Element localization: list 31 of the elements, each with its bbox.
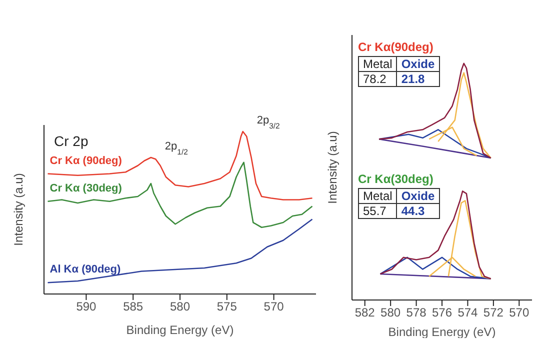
annotation: Oxide: [396, 56, 440, 72]
annotation: 2p$_{1/2}$: [164, 140, 188, 156]
annotation: 21.8: [396, 72, 440, 86]
x-tick-label: 580: [170, 300, 190, 314]
annotation: Metal: [358, 56, 397, 72]
x-axis-title: Binding Energy (eV): [126, 323, 234, 337]
annotation: 78.2: [358, 72, 397, 86]
y-axis-title: Intensity (a.u): [11, 173, 26, 246]
series-label: Al Kα (90deg): [50, 264, 122, 276]
x-tick-label: 570: [509, 306, 530, 320]
series-label: Cr Kα (90deg): [50, 154, 122, 167]
annotation: 2p$_{3/2}$: [256, 114, 280, 130]
series-label: Cr Kα (30deg): [50, 182, 122, 194]
x-tick-label: 585: [123, 300, 144, 314]
x-tick-label: 576: [432, 306, 452, 320]
annotation: 55.7: [358, 204, 397, 218]
x-tick-label: 582: [354, 306, 376, 320]
annotation: Metal: [358, 188, 397, 204]
x-tick-label: 570: [264, 300, 284, 314]
text: Cr Kα(90deg): [358, 40, 434, 54]
annotation: 44.3: [396, 204, 440, 218]
annotation: Oxide: [396, 188, 440, 204]
annotation: Cr 2p: [54, 133, 88, 149]
y-axis-title: Intensity (a.u): [325, 131, 340, 204]
x-tick-label: 575: [216, 300, 238, 314]
x-tick-label: 572: [483, 306, 504, 320]
x-tick-label: 590: [76, 300, 97, 314]
x-tick-label: 578: [406, 306, 427, 320]
x-tick-label: 580: [380, 306, 401, 320]
annotation: Cr Kα(30deg): [358, 172, 434, 186]
x-tick-label: 574: [458, 306, 478, 320]
